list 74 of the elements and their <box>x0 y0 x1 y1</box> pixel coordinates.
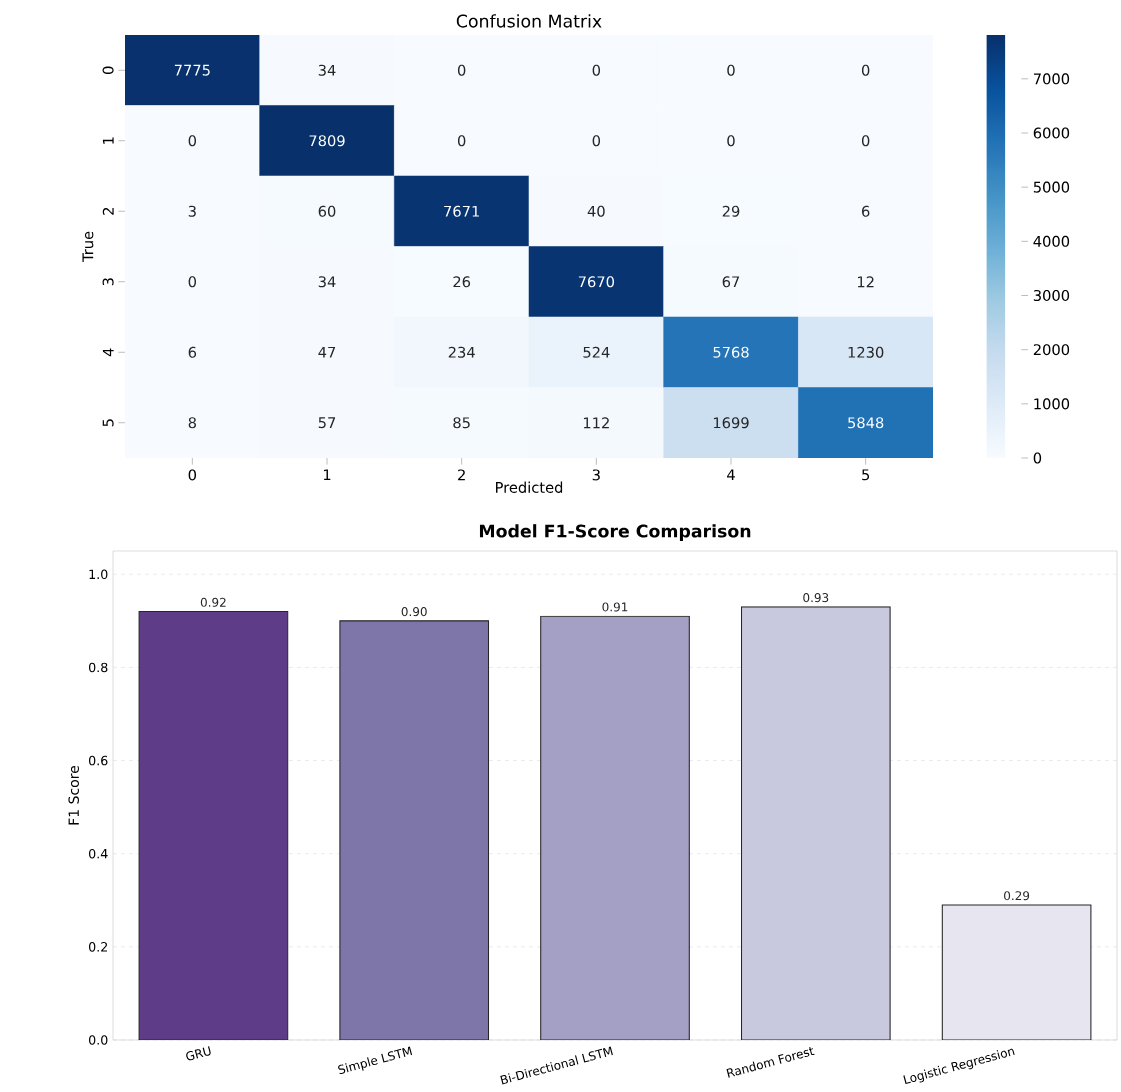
x-tick-label: Random Forest <box>726 1046 815 1078</box>
data-label: 6 <box>862 205 870 217</box>
data-label: 7809 <box>309 135 345 147</box>
data-label: 26 <box>453 276 471 288</box>
x-tick-label: 3 <box>592 469 600 481</box>
y-tick-label: 0.2 <box>88 941 108 952</box>
y-tick-label: 4 <box>102 348 114 357</box>
x-tick-label: 4 <box>727 469 735 480</box>
data-label: 0 <box>727 135 735 147</box>
x-axis-title: Predicted <box>496 481 563 493</box>
x-tick-label: 1 <box>323 469 331 480</box>
color-bar-label: 5000 <box>1033 181 1070 193</box>
data-label: 5848 <box>848 417 884 429</box>
data-label: 7670 <box>578 276 614 288</box>
data-label: 0 <box>188 276 197 288</box>
data-label: 1699 <box>713 417 749 429</box>
x-tick-label: 0 <box>188 469 197 481</box>
y-tick-label: 2 <box>102 207 114 215</box>
y-tick-label: 0.6 <box>88 755 108 766</box>
data-label: 0 <box>188 135 197 147</box>
chart-title: Model F1-Score Comparison <box>479 524 751 541</box>
data-label: 57 <box>318 417 336 429</box>
y-tick-label: 0 <box>102 66 114 74</box>
data-label: 0.29 <box>1004 891 1030 901</box>
x-tick-label: 2 <box>458 469 465 481</box>
data-label: 8 <box>188 417 196 429</box>
data-label: 234 <box>448 346 475 358</box>
data-label: 1230 <box>848 346 884 358</box>
data-label: 5768 <box>713 346 749 358</box>
data-label: 40 <box>587 205 605 217</box>
data-label: 85 <box>453 417 470 429</box>
data-label: 47 <box>318 346 336 358</box>
data-label: 29 <box>722 205 740 217</box>
data-label: 0 <box>592 64 601 76</box>
y-tick-label: 0.8 <box>88 662 108 673</box>
data-label: 3 <box>188 205 196 217</box>
data-label: 7671 <box>444 205 479 217</box>
y-axis-title: True <box>82 231 94 263</box>
data-label: 112 <box>583 417 609 429</box>
y-tick-label: 1 <box>102 137 114 144</box>
data-label: 0 <box>457 135 466 147</box>
data-label: 0 <box>457 64 466 76</box>
data-label: 67 <box>722 276 740 288</box>
y-tick-label: 0.0 <box>88 1035 108 1045</box>
color-bar-label: 4000 <box>1033 235 1070 247</box>
data-label: 0 <box>727 64 735 76</box>
data-label: 0 <box>861 64 870 76</box>
chart-title: Confusion Matrix <box>456 14 602 28</box>
y-axis-title: F1 Score <box>68 765 79 825</box>
y-tick-label: 5 <box>102 419 114 427</box>
data-label: 524 <box>583 346 610 358</box>
y-tick-label: 0.4 <box>88 848 108 859</box>
data-label: 0.93 <box>803 592 829 603</box>
data-label: 6 <box>188 346 197 358</box>
x-tick-label: Simple LSTM <box>338 1046 413 1074</box>
data-label: 7775 <box>174 64 210 76</box>
color-bar-label: 2000 <box>1033 344 1070 356</box>
data-label: 0.91 <box>602 602 628 612</box>
color-bar-label: 7000 <box>1033 73 1070 85</box>
data-label: 0.90 <box>401 606 427 617</box>
y-tick-label: 3 <box>102 278 114 286</box>
y-tick-label: 1.0 <box>89 569 108 579</box>
x-tick-label: GRU <box>186 1046 211 1061</box>
data-label: 12 <box>857 276 874 288</box>
color-bar-label: 6000 <box>1033 127 1070 139</box>
color-bar-label: 1000 <box>1034 398 1070 410</box>
data-label: 34 <box>318 276 336 288</box>
data-label: 0 <box>592 135 601 147</box>
x-tick-label: 5 <box>862 469 870 481</box>
data-label: 60 <box>318 205 336 217</box>
data-label: 0.92 <box>200 597 226 607</box>
data-label: 0 <box>861 135 870 147</box>
color-bar-label: 0 <box>1033 452 1042 464</box>
color-bar-label: 3000 <box>1033 289 1070 301</box>
